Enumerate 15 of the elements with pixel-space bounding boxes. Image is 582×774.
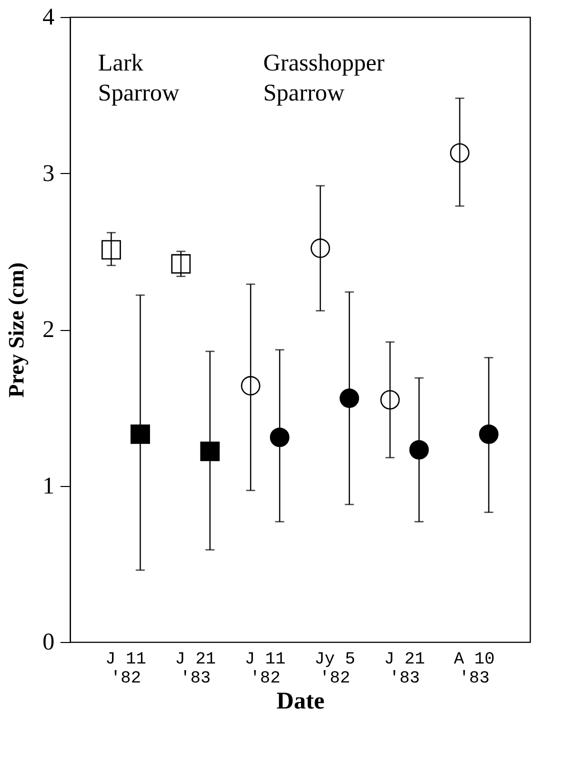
x-tick-label: Jy 5 '82 bbox=[314, 650, 356, 688]
x-tick-label: J 11 '82 bbox=[105, 650, 146, 688]
annotation: Grasshopper Sparrow bbox=[263, 50, 385, 106]
x-axis-title: Date bbox=[276, 688, 325, 714]
annotation: Lark Sparrow bbox=[98, 50, 180, 106]
x-tick-label: A 10 '83 bbox=[454, 650, 495, 688]
x-tick-label: J 21 '83 bbox=[384, 650, 425, 688]
x-tick-label: J 11 '82 bbox=[244, 650, 286, 688]
x-tick-label: J 21 '83 bbox=[175, 650, 216, 688]
y-tick-label: 0 bbox=[42, 630, 54, 656]
y-axis-title: Prey Size (cm) bbox=[4, 262, 28, 398]
y-tick-label: 4 bbox=[42, 4, 54, 30]
y-tick-label: 3 bbox=[42, 160, 54, 187]
y-tick-label: 2 bbox=[42, 317, 54, 343]
y-tick-label: 1 bbox=[42, 473, 54, 500]
